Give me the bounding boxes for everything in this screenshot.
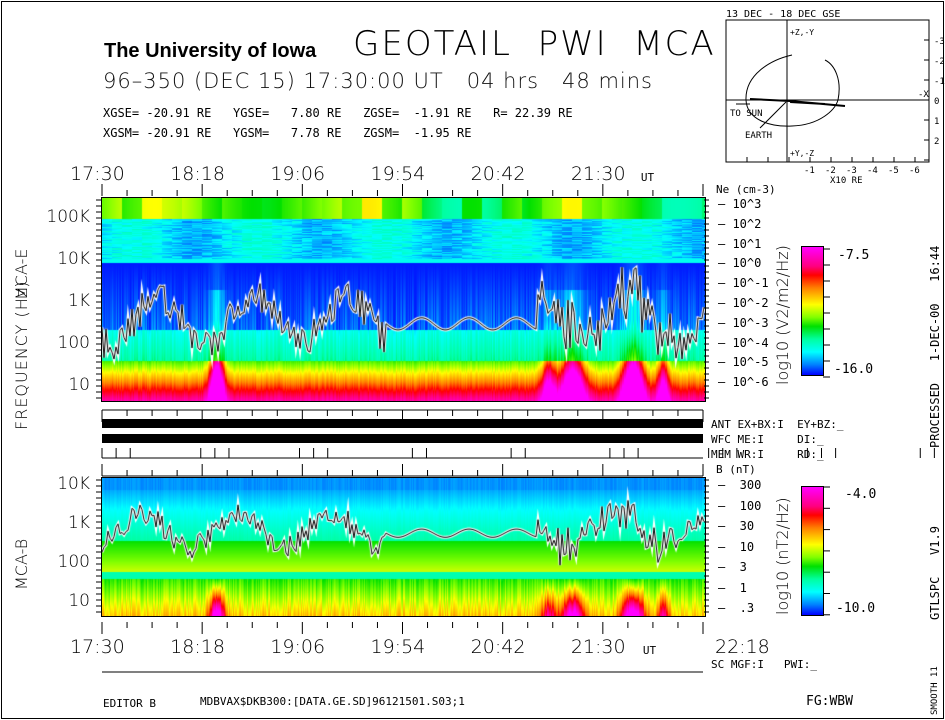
file-path: MDBVAX$DKB300:[DATA.GE.SD]96121501.S03;1 <box>200 695 465 708</box>
top-time-label: 21:30 <box>570 163 626 185</box>
mca-b-ytick-label: 100 <box>57 552 90 573</box>
bottom-time-label: 20:42 <box>470 636 526 658</box>
mca-e-colorbar-min: -16.0 <box>834 362 874 377</box>
mca-e-ytick-label: 1K <box>68 291 90 312</box>
orbit-track <box>749 98 846 107</box>
bottom-time-label: 19:54 <box>370 636 426 658</box>
smooth-label: SMOOTH 11 <box>930 666 940 715</box>
mca-b-label: MCA-B <box>12 538 31 590</box>
frequency-label: FREQUENCY (Hz) <box>12 280 31 430</box>
bottom-time-label: 17:30 <box>70 636 125 658</box>
date-line: 96–350 (DEC 15) 17:30:00 UT 04 hrs 48 mi… <box>103 69 653 93</box>
ne-tick-label: – 10^2 <box>718 216 762 231</box>
orbit-xlabel: X10 RE <box>830 176 863 186</box>
editor-label: EDITOR B <box>103 697 156 710</box>
top-ut-label: UT <box>640 171 655 184</box>
bottom-ut-label: UT <box>642 644 657 657</box>
top-time-label: 20:42 <box>470 163 526 185</box>
to-sun-label: TO SUN <box>730 109 763 119</box>
orbit-ytick-label: -2 <box>934 57 945 67</box>
top-time-label: 18:18 <box>170 163 225 185</box>
orbit-xtick-label: -3 <box>846 166 857 176</box>
institution-title: The University of Iowa <box>104 40 317 62</box>
orbit-title: 13 DEC - 18 DEC GSE <box>726 9 840 20</box>
orbit-frame <box>725 19 930 163</box>
earth-pointer <box>759 101 787 129</box>
orbit-xtick-label: -4 <box>867 166 878 176</box>
orbit-ytick-label: -1 <box>934 77 945 87</box>
b-tick-label: – 1 <box>718 580 747 595</box>
mca-e-colorbar <box>801 246 824 376</box>
bottom-time-label: 22:18 <box>715 636 770 658</box>
bottom-time-label: 19:06 <box>270 636 326 658</box>
top-time-label: 19:06 <box>270 163 326 185</box>
earth-label: EARTH <box>745 131 772 141</box>
mca-e-spectrogram <box>101 197 706 402</box>
b-tick-label: – 10 <box>718 539 755 554</box>
mca-e-ytick-label: 10K <box>57 249 90 270</box>
mca-b-colorbar <box>801 486 824 616</box>
fg-label: FG:WBW <box>806 694 853 709</box>
sc-status: SC MGF:I PWI:_ <box>711 658 817 671</box>
mca-b-ytick-label: 1K <box>68 513 90 533</box>
mca-e-ytick-label: 10 <box>68 375 90 396</box>
orbit-ytick-label: 0 <box>934 97 939 107</box>
version-label: GTLSPC V1.9 <box>928 526 942 620</box>
orbit-ytick-label: 1 <box>934 117 939 127</box>
orbit-ticks <box>725 39 929 162</box>
b-tick-label: – 3 <box>718 560 747 574</box>
ne-axis-label: Ne (cm-3) <box>716 183 776 196</box>
orbit-z-label: +Z,-Y <box>790 28 814 37</box>
mca-b-colorbar-min: -10.0 <box>836 601 876 616</box>
ne-tick-label: – 10^3 <box>718 197 762 211</box>
processed-label: PROCESSED 1-DEC-00 16:44 <box>928 245 942 448</box>
mca-e-ytick-label: 100 <box>57 333 90 354</box>
orbit-ytick-label: -3 <box>934 37 945 47</box>
ne-tick-label: – 10^-4 <box>718 335 769 350</box>
ne-tick-label: – 10^-5 <box>718 355 769 370</box>
orbit-xtick-label: -5 <box>888 166 899 176</box>
instrument-title: GEOTAIL PWI MCA <box>353 24 716 64</box>
ne-tick-label: – 10^-1 <box>718 276 769 291</box>
mca-e-colorbar-label: log10 (V2/m2/Hz) <box>773 245 792 385</box>
mca-b-colorbar-label: log10 (nT2/Hz) <box>773 497 792 615</box>
mca-b-spectrogram <box>101 477 706 617</box>
mem-status: MEM WR:I RD:_ <box>711 448 824 461</box>
ne-tick-label: – 10^-6 <box>718 375 769 390</box>
top-time-label: 17:30 <box>70 163 125 185</box>
minus-x-label: -X <box>918 90 929 100</box>
orbit-plot: 13 DEC - 18 DEC GSE TO SUN EARTH -X X10 … <box>725 9 945 186</box>
orbit-xtick-label: -2 <box>825 166 836 176</box>
orbit-ytick-label: 2 <box>934 137 939 147</box>
orbit-path <box>745 54 840 127</box>
ant-status: ANT EX+BX:I EY+BZ:_ <box>711 418 844 431</box>
ne-tick-label: – 10^-2 <box>718 296 769 310</box>
ne-tick-label: – 10^0 <box>718 256 762 271</box>
gsm-coordinates: XGSM= -20.91 RE YGSM= 7.78 RE ZGSM= -1.9… <box>103 126 472 140</box>
b-tick-label: – 30 <box>718 519 755 533</box>
mca-b-ytick-label: 10 <box>68 591 90 612</box>
bottom-time-label: 18:18 <box>170 636 225 658</box>
gse-coordinates: XGSE= -20.91 RE YGSE= 7.80 RE ZGSE= -1.9… <box>103 106 573 120</box>
mca-b-colorbar-max: -4.0 <box>845 487 877 502</box>
wfc-status: WFC ME:I DI:_ <box>711 433 824 446</box>
b-tick-label: – 300 <box>718 478 762 492</box>
orbit-xtick-label: -6 <box>909 166 920 176</box>
b-axis-label: B (nT) <box>716 463 756 476</box>
mca-b-ytick-label: 10K <box>57 473 90 494</box>
mca-e-colorbar-max: -7.5 <box>838 248 870 263</box>
top-time-label: 19:54 <box>370 163 426 185</box>
ne-tick-label: – 10^-3 <box>718 315 769 330</box>
orbit-y-label: +Y,-Z <box>790 149 814 158</box>
orbit-xtick-label: -1 <box>804 166 815 176</box>
bottom-time-label: 21:30 <box>570 636 626 658</box>
wfc-status-bar <box>102 434 703 443</box>
ant-status-bar <box>102 419 703 428</box>
mca-e-ytick-label: 100K <box>46 207 90 228</box>
b-tick-label: – 100 <box>718 498 762 513</box>
b-tick-label: – .3 <box>718 601 755 615</box>
ne-tick-label: – 10^1 <box>718 236 762 251</box>
